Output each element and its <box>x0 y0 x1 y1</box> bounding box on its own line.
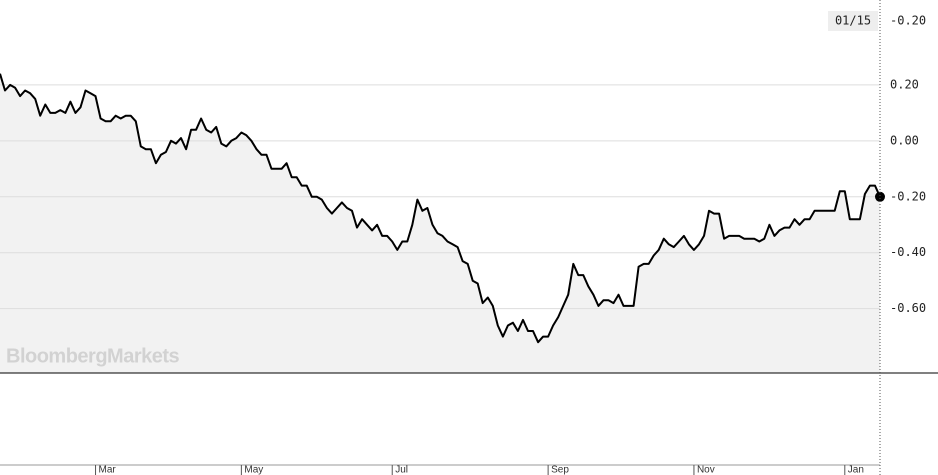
x-tick-label: Mar <box>99 465 117 475</box>
y-tick-label: -0.40 <box>890 245 926 259</box>
y-tick-label: 0.00 <box>890 133 919 147</box>
x-tick-label: Jan <box>848 465 864 475</box>
x-tick-label: May <box>244 465 263 475</box>
header-box <box>828 11 878 31</box>
y-tick-label: -0.60 <box>890 301 926 315</box>
header-value: -0.20 <box>890 14 926 28</box>
y-tick-label: 0.20 <box>890 77 919 91</box>
area <box>0 73 880 373</box>
line <box>0 73 881 344</box>
x-tick-label: Nov <box>697 465 715 475</box>
x-tick-label: Jul <box>395 465 408 475</box>
last-point <box>875 191 885 202</box>
header-date: 01/15 <box>835 14 871 28</box>
y-tick-label: -0.20 <box>890 189 926 203</box>
watermark: BloombergMarkets <box>6 345 180 367</box>
x-tick-label: Sep <box>551 465 569 475</box>
